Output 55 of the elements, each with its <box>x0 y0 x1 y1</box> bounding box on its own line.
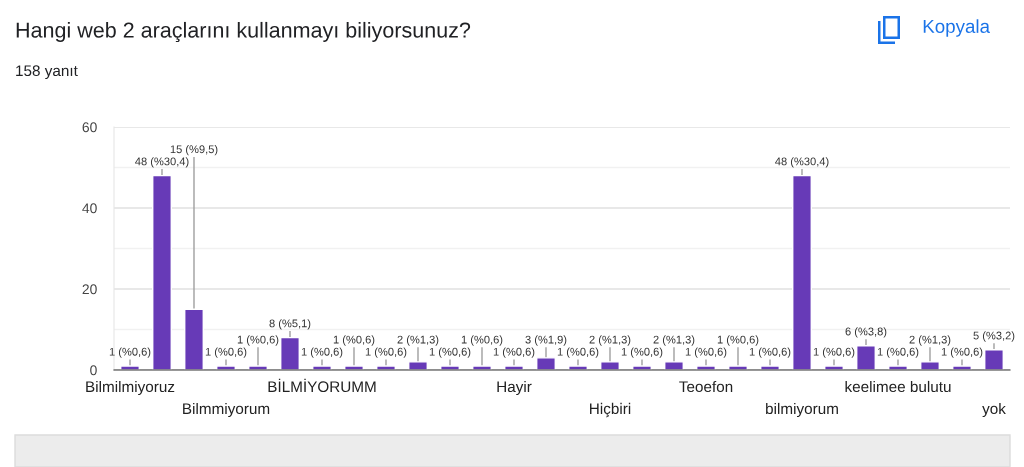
y-tick-label: 60 <box>82 122 97 133</box>
x-tick-label: Bilmmiyorum <box>183 402 270 418</box>
bar <box>600 361 620 370</box>
bar <box>792 174 812 370</box>
data-label: 1 (%0,6) <box>429 347 471 358</box>
bar <box>184 308 204 370</box>
data-label: 2 (%1,3) <box>397 335 439 346</box>
text: Kopyala <box>923 19 990 37</box>
chart-subtitle: 158 yanıt <box>16 65 78 80</box>
chart-title: Hangi web 2 araçlarını kullanmayı biliyorsunuz? <box>16 21 471 43</box>
data-label: 1 (%0,6) <box>941 347 983 358</box>
data-label: 8 (%5,1) <box>269 319 311 330</box>
bar <box>152 174 172 370</box>
data-label: 1 (%0,6) <box>813 347 855 358</box>
data-label: 5 (%3,2) <box>973 331 1015 342</box>
data-label: 1 (%0,6) <box>365 347 407 358</box>
data-label: 2 (%1,3) <box>653 335 695 346</box>
data-label: 1 (%0,6) <box>301 347 343 358</box>
x-tick-label: BİLMİYORUMM <box>268 378 376 393</box>
x-tick-label: keelimee bulutu <box>845 380 951 393</box>
x-tick-label: yok <box>982 402 1006 418</box>
y-tick-label: 0 <box>90 365 97 376</box>
data-label: 1 (%0,6) <box>749 347 791 358</box>
data-label: 2 (%1,3) <box>909 335 951 346</box>
x-tick-label: Teoefon <box>679 380 733 393</box>
bar <box>984 349 1004 370</box>
y-tick-label: 20 <box>82 284 97 295</box>
x-tick-label: Bilmilmiyoruz <box>86 380 175 396</box>
data-label: 3 (%1,9) <box>525 335 567 346</box>
x-tick-label: Hiçbiri <box>590 402 631 418</box>
data-label: 1 (%0,6) <box>461 335 503 346</box>
data-label: 2 (%1,3) <box>589 335 631 346</box>
data-label: 1 (%0,6) <box>493 347 535 358</box>
bar <box>856 345 876 370</box>
data-label: 1 (%0,6) <box>333 335 375 346</box>
bar <box>536 357 556 370</box>
data-label: 48 (%30,4) <box>135 157 189 168</box>
bar <box>280 336 300 370</box>
bar <box>664 361 684 370</box>
data-label: 1 (%0,6) <box>237 335 279 346</box>
bar <box>920 361 940 370</box>
data-label: 1 (%0,6) <box>685 347 727 358</box>
data-label: 1 (%0,6) <box>557 347 599 358</box>
data-label: 6 (%3,8) <box>845 327 887 338</box>
data-label: 15 (%9,5) <box>170 144 218 156</box>
x-tick-label: bilmiyorum <box>766 402 838 418</box>
data-label: 1 (%0,6) <box>621 347 663 358</box>
data-label: 1 (%0,6) <box>877 347 919 358</box>
x-tick-label: Hayir <box>497 380 532 396</box>
bar <box>408 361 428 370</box>
data-label: 1 (%0,6) <box>109 347 151 358</box>
data-label: 1 (%0,6) <box>717 335 759 346</box>
data-label: 1 (%0,6) <box>205 347 247 358</box>
data-label: 48 (%30,4) <box>775 157 829 168</box>
y-tick-label: 40 <box>82 203 97 214</box>
